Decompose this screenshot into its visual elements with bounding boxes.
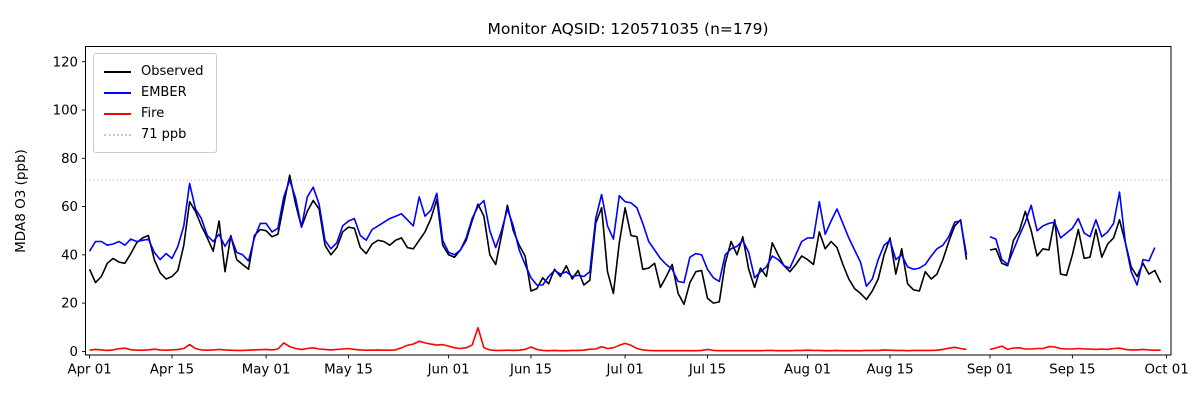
legend-row-ember: EMBER: [104, 82, 204, 103]
ember-series: [88, 179, 1156, 288]
x-tick-label: Apr 15: [150, 363, 194, 378]
observed-series: [88, 174, 1162, 306]
legend-row-threshold: 71 ppb: [104, 124, 204, 145]
x-tick-label: Jun 01: [427, 363, 470, 378]
fire-line: [989, 345, 1161, 352]
x-tick-label: Jun 15: [509, 363, 552, 378]
observed-line-swatch-icon: [104, 70, 131, 73]
legend-label-observed: Observed: [141, 64, 204, 79]
x-tick-label: Sep 01: [967, 363, 1013, 378]
chart-title: Monitor AQSID: 120571035 (n=179): [487, 20, 769, 38]
x-axis: Apr 01 Apr 15 May 01 May 15 Jun 01 Jun 15 Jul …: [68, 355, 1189, 378]
threshold-line-swatch-icon: [104, 133, 131, 136]
y-tick-label: 120: [53, 55, 78, 70]
legend-label-ember: EMBER: [141, 85, 187, 100]
y-tick-label: 80: [61, 152, 78, 167]
x-tick-label: Sep 15: [1049, 363, 1095, 378]
y-tick-label: 60: [61, 200, 78, 215]
fire-line-swatch-icon: [104, 112, 131, 115]
legend-row-observed: Observed: [104, 61, 204, 82]
fire-line: [89, 326, 967, 352]
ember-line: [989, 191, 1156, 286]
x-tick-label: Jul 15: [688, 363, 726, 378]
observed-line: [88, 174, 968, 306]
legend-label-fire: Fire: [141, 106, 165, 121]
ember-line-swatch-icon: [104, 91, 131, 94]
legend: Observed EMBER Fire 71 ppb: [93, 53, 217, 153]
y-axis-label: MDA8 O3 (ppb): [13, 149, 29, 253]
legend-row-fire: Fire: [104, 103, 204, 124]
x-tick-label: May 01: [242, 363, 291, 378]
axes-frame: [85, 46, 1172, 356]
x-tick-label: Aug 01: [784, 363, 831, 378]
y-tick-label: 0: [70, 345, 78, 360]
x-tick-label: May 15: [324, 363, 373, 378]
x-tick-label: Aug 15: [866, 363, 913, 378]
y-tick-label: 20: [61, 297, 78, 312]
observed-line: [989, 210, 1162, 283]
ember-line: [88, 179, 968, 288]
y-tick-label: 100: [53, 104, 78, 119]
y-tick-label: 40: [61, 248, 78, 263]
fire-series: [89, 326, 1161, 352]
x-tick-label: Jul 01: [605, 363, 643, 378]
x-tick-label: Apr 01: [68, 363, 112, 378]
y-axis: 0 20 40 60 80 100 120: [53, 55, 86, 360]
legend-label-threshold: 71 ppb: [141, 127, 187, 142]
x-tick-label: Oct 01: [1145, 363, 1189, 378]
